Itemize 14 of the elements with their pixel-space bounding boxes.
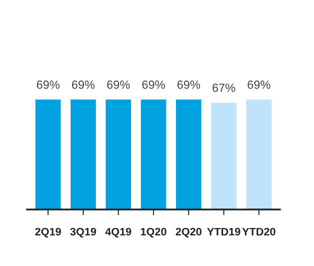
- data-label: 67%: [212, 84, 236, 92]
- data-label: 69%: [72, 80, 95, 89]
- data-label: 69%: [177, 80, 200, 89]
- x-tick-label: YTD19: [207, 228, 240, 236]
- x-tick-label: 3Q19: [70, 228, 96, 238]
- data-label: 69%: [36, 80, 60, 89]
- x-tick-label: YTD20: [242, 228, 276, 236]
- x-tick-label: 4Q19: [105, 228, 132, 238]
- x-tick-label: 2Q19: [35, 228, 61, 238]
- x-tick-label: 1Q20: [140, 228, 166, 238]
- x-tick-label: 2Q20: [176, 228, 202, 238]
- data-label: 69%: [248, 80, 270, 89]
- data-label: 69%: [142, 80, 165, 89]
- data-label: 69%: [107, 80, 130, 89]
